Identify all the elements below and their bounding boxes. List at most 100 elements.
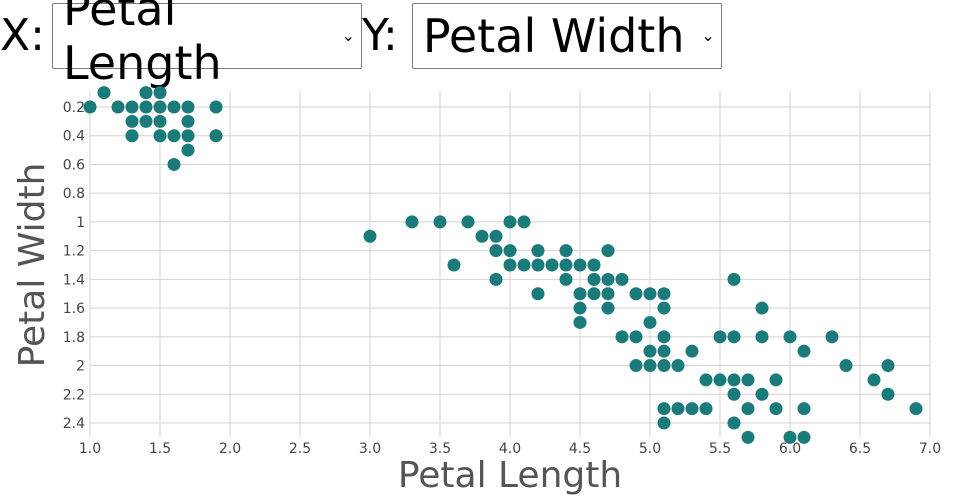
data-point[interactable] <box>671 402 685 416</box>
data-point[interactable] <box>671 359 685 373</box>
data-point[interactable] <box>867 373 881 387</box>
data-point[interactable] <box>629 330 643 344</box>
data-point[interactable] <box>755 387 769 401</box>
data-point[interactable] <box>573 287 587 301</box>
data-point[interactable] <box>713 373 727 387</box>
data-point[interactable] <box>181 129 195 143</box>
data-point[interactable] <box>153 129 167 143</box>
data-point[interactable] <box>797 430 811 444</box>
data-point[interactable] <box>629 359 643 373</box>
data-point[interactable] <box>125 129 139 143</box>
data-point[interactable] <box>503 258 517 272</box>
data-point[interactable] <box>727 272 741 286</box>
data-point[interactable] <box>531 258 545 272</box>
data-point[interactable] <box>83 100 97 114</box>
data-point[interactable] <box>209 100 223 114</box>
data-point[interactable] <box>503 244 517 258</box>
y-axis-select[interactable]: Petal Width ⌄ <box>411 3 722 69</box>
data-point[interactable] <box>573 301 587 315</box>
data-point[interactable] <box>587 287 601 301</box>
data-point[interactable] <box>405 215 419 229</box>
data-point[interactable] <box>727 330 741 344</box>
data-point[interactable] <box>139 114 153 128</box>
data-point[interactable] <box>699 373 713 387</box>
data-point[interactable] <box>139 86 153 100</box>
data-point[interactable] <box>727 373 741 387</box>
data-point[interactable] <box>517 258 531 272</box>
data-point[interactable] <box>601 244 615 258</box>
data-point[interactable] <box>699 402 713 416</box>
data-point[interactable] <box>601 301 615 315</box>
data-point[interactable] <box>545 258 559 272</box>
data-point[interactable] <box>489 244 503 258</box>
data-point[interactable] <box>153 86 167 100</box>
data-point[interactable] <box>881 387 895 401</box>
data-point[interactable] <box>531 287 545 301</box>
data-point[interactable] <box>643 315 657 329</box>
data-point[interactable] <box>587 258 601 272</box>
data-point[interactable] <box>559 272 573 286</box>
data-point[interactable] <box>825 330 839 344</box>
data-point[interactable] <box>881 359 895 373</box>
data-point[interactable] <box>727 416 741 430</box>
data-point[interactable] <box>97 86 111 100</box>
data-point[interactable] <box>783 430 797 444</box>
data-point[interactable] <box>685 402 699 416</box>
data-point[interactable] <box>517 215 531 229</box>
data-point[interactable] <box>601 272 615 286</box>
data-point[interactable] <box>111 100 125 114</box>
data-point[interactable] <box>727 387 741 401</box>
data-point[interactable] <box>755 301 769 315</box>
data-point[interactable] <box>573 258 587 272</box>
data-point[interactable] <box>209 129 223 143</box>
data-point[interactable] <box>657 330 671 344</box>
data-point[interactable] <box>741 430 755 444</box>
data-point[interactable] <box>657 359 671 373</box>
data-point[interactable] <box>797 344 811 358</box>
data-point[interactable] <box>433 215 447 229</box>
data-point[interactable] <box>657 344 671 358</box>
data-point[interactable] <box>769 373 783 387</box>
data-point[interactable] <box>839 359 853 373</box>
data-point[interactable] <box>489 229 503 243</box>
data-point[interactable] <box>167 129 181 143</box>
data-point[interactable] <box>657 301 671 315</box>
data-point[interactable] <box>531 244 545 258</box>
data-point[interactable] <box>629 287 643 301</box>
data-point[interactable] <box>573 315 587 329</box>
data-point[interactable] <box>601 287 615 301</box>
data-point[interactable] <box>741 402 755 416</box>
data-point[interactable] <box>181 100 195 114</box>
x-axis-select[interactable]: Petal Length ⌄ <box>51 0 362 90</box>
data-point[interactable] <box>615 272 629 286</box>
data-point[interactable] <box>461 215 475 229</box>
data-point[interactable] <box>741 373 755 387</box>
data-point[interactable] <box>181 143 195 157</box>
data-point[interactable] <box>139 100 153 114</box>
data-point[interactable] <box>797 402 811 416</box>
data-point[interactable] <box>643 344 657 358</box>
data-point[interactable] <box>657 402 671 416</box>
data-point[interactable] <box>363 229 377 243</box>
data-point[interactable] <box>783 330 797 344</box>
data-point[interactable] <box>503 215 517 229</box>
data-point[interactable] <box>125 114 139 128</box>
data-point[interactable] <box>615 330 629 344</box>
data-point[interactable] <box>909 402 923 416</box>
data-point[interactable] <box>475 229 489 243</box>
data-point[interactable] <box>755 330 769 344</box>
data-point[interactable] <box>559 244 573 258</box>
data-point[interactable] <box>769 402 783 416</box>
data-point[interactable] <box>125 100 139 114</box>
data-point[interactable] <box>657 287 671 301</box>
data-point[interactable] <box>181 114 195 128</box>
data-point[interactable] <box>685 344 699 358</box>
data-point[interactable] <box>559 258 573 272</box>
data-point[interactable] <box>447 258 461 272</box>
data-point[interactable] <box>713 330 727 344</box>
data-point[interactable] <box>643 359 657 373</box>
data-point[interactable] <box>153 100 167 114</box>
data-point[interactable] <box>167 100 181 114</box>
data-point[interactable] <box>587 272 601 286</box>
data-point[interactable] <box>657 416 671 430</box>
